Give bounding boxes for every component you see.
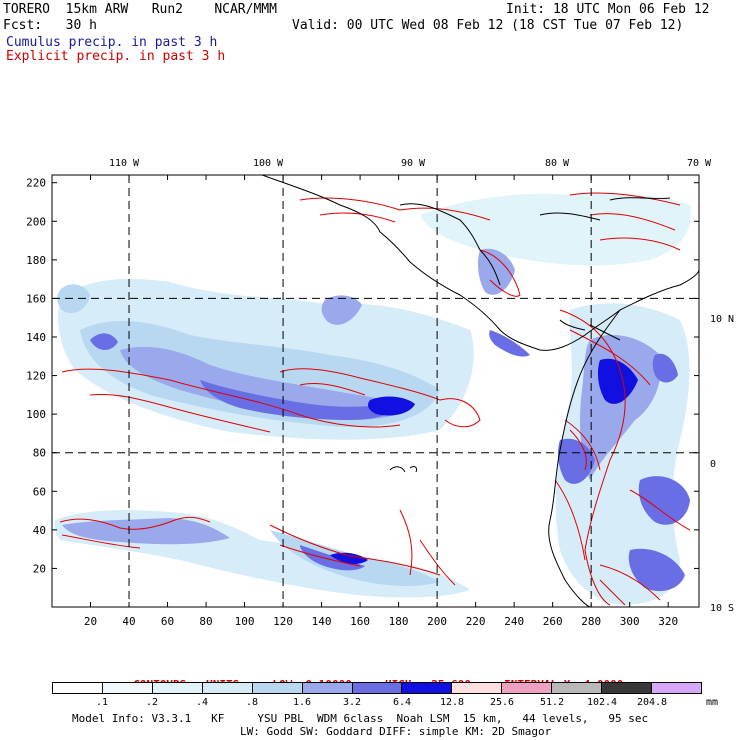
x-tick-label: 200 — [427, 615, 447, 628]
init-time: Init: 18 UTC Mon 06 Feb 12 — [506, 2, 710, 17]
y-tick-label: 40 — [33, 524, 46, 537]
x-tick-label: 20 — [84, 615, 97, 628]
lat-lon-grid — [52, 175, 699, 607]
lat-label-0: 0 — [710, 459, 716, 470]
colorbar-swatch — [101, 683, 152, 693]
x-tick-label: 220 — [466, 615, 486, 628]
colorbar-label: 12.8 — [439, 697, 465, 708]
colorbar-label: 204.8 — [636, 697, 668, 708]
y-tick-label: 200 — [26, 215, 46, 228]
y-tick-label: 80 — [33, 447, 46, 460]
lon-label-70w: 70 W — [687, 158, 712, 169]
colorbar-label: .1 — [95, 697, 109, 708]
colorbar-labels: .1 .2 .4 .8 1.6 3.2 6.4 12.8 25.6 51.2 102.4 204.8 — [52, 697, 702, 709]
legend-explicit: Explicit precip. in past 3 h — [6, 49, 226, 64]
cumulus-precip-areas — [54, 193, 691, 605]
y-tick-label: 180 — [26, 254, 46, 267]
colorbar-label: 51.2 — [539, 697, 565, 708]
y-tick-label: 220 — [26, 177, 46, 190]
colorbar-label: .8 — [245, 697, 259, 708]
lon-label-110w: 110 W — [109, 158, 140, 169]
colorbar-label: 3.2 — [342, 697, 362, 708]
colorbar-label: 6.4 — [392, 697, 412, 708]
colorbar-label: 25.6 — [489, 697, 515, 708]
colorbar-swatch — [151, 683, 202, 693]
y-tick-label: 60 — [33, 485, 46, 498]
legend-cumulus: Cumulus precip. in past 3 h — [6, 35, 218, 50]
x-tick-label: 80 — [199, 615, 212, 628]
x-tick-label: 320 — [658, 615, 678, 628]
colorbar-swatch — [201, 683, 252, 693]
y-tick-label: 20 — [33, 562, 46, 575]
x-tick-label: 40 — [122, 615, 135, 628]
explicit-precip-contours — [59, 192, 691, 606]
x-tick-label: 260 — [543, 615, 563, 628]
x-tick-label: 300 — [620, 615, 640, 628]
x-tick-label: 160 — [350, 615, 370, 628]
model-info: Model Info: V3.3.1 KF YSU PBL WDM 6class… — [72, 712, 649, 725]
colorbar-swatch — [501, 683, 552, 693]
y-tick-label: 160 — [26, 292, 46, 305]
colorbar-swatch — [251, 683, 302, 693]
lon-label-100w: 100 W — [253, 158, 284, 169]
forecast-hour: Fcst: 30 h — [3, 18, 97, 33]
colorbar-swatch — [401, 683, 452, 693]
valid-time: Valid: 00 UTC Wed 08 Feb 12 (18 CST Tue … — [292, 18, 684, 33]
map-frame — [51, 174, 700, 608]
lon-label-90w: 90 W — [401, 158, 426, 169]
colorbar-label: 1.6 — [292, 697, 312, 708]
x-tick-label: 180 — [389, 615, 409, 628]
x-tick-label: 240 — [504, 615, 524, 628]
y-tick-label: 140 — [26, 331, 46, 344]
colorbar — [52, 682, 702, 694]
x-tick-label: 280 — [581, 615, 601, 628]
colorbar-swatch — [601, 683, 652, 693]
x-tick-label: 120 — [273, 615, 293, 628]
lon-label-80w: 80 W — [545, 158, 570, 169]
lat-label-10n: 10 N — [710, 314, 734, 325]
y-tick-label: 100 — [26, 408, 46, 421]
coastlines — [261, 175, 699, 607]
colorbar-label: .2 — [145, 697, 159, 708]
colorbar-swatch — [551, 683, 602, 693]
colorbar-swatch — [451, 683, 502, 693]
colorbar-swatch — [651, 683, 701, 693]
colorbar-swatch — [351, 683, 402, 693]
x-tick-label: 140 — [312, 615, 332, 628]
colorbar-label: .4 — [195, 697, 209, 708]
colorbar-unit: mm — [706, 697, 719, 708]
colorbar-swatch — [301, 683, 352, 693]
x-tick-label: 100 — [235, 615, 255, 628]
colorbar-swatch — [53, 683, 102, 693]
physics-info: LW: Godd SW: Goddard DIFF: simple KM: 2D… — [240, 725, 552, 738]
x-tick-label: 60 — [161, 615, 174, 628]
y-tick-label: 120 — [26, 370, 46, 383]
colorbar-label: 102.4 — [586, 697, 618, 708]
model-title: TORERO 15km ARW Run2 NCAR/MMM — [3, 2, 277, 17]
lat-label-10s: 10 S — [710, 603, 734, 614]
